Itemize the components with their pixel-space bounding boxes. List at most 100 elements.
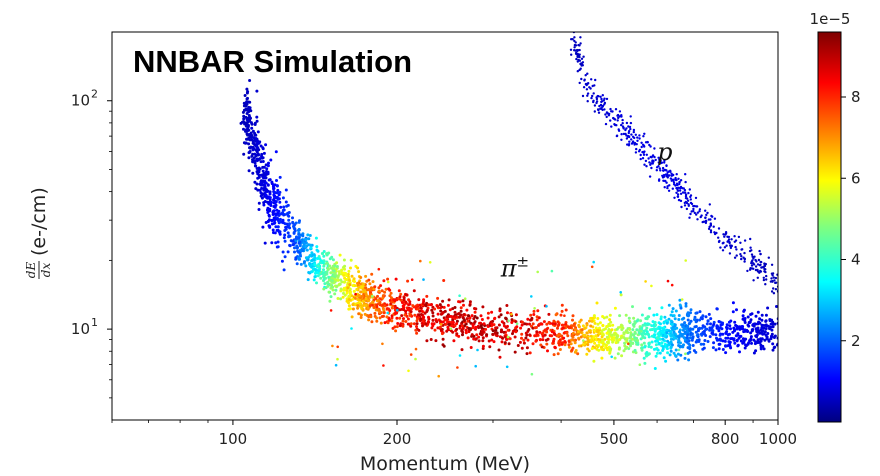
- data-point: [446, 303, 450, 307]
- data-point: [308, 264, 312, 268]
- data-point: [537, 316, 541, 320]
- data-point: [401, 319, 405, 323]
- data-point: [615, 338, 619, 342]
- data-point: [256, 172, 260, 176]
- data-point: [446, 315, 450, 319]
- data-point: [265, 170, 268, 173]
- data-point: [330, 255, 334, 259]
- data-point: [650, 334, 654, 338]
- data-point: [607, 114, 611, 117]
- data-point: [717, 338, 721, 342]
- data-point: [678, 180, 681, 184]
- data-point: [532, 313, 536, 316]
- data-point: [278, 217, 282, 221]
- data-point: [754, 265, 758, 268]
- data-point: [467, 326, 471, 330]
- data-point: [552, 339, 555, 343]
- data-point: [541, 338, 545, 342]
- data-point: [661, 347, 665, 351]
- data-point: [655, 313, 659, 317]
- data-point: [264, 163, 268, 167]
- data-point: [693, 318, 696, 321]
- data-point: [731, 301, 735, 305]
- data-point: [619, 336, 623, 340]
- data-point: [540, 322, 544, 326]
- data-point: [272, 186, 276, 190]
- data-point: [373, 311, 377, 315]
- data-point: [455, 319, 459, 323]
- data-point: [641, 150, 644, 154]
- data-point: [750, 341, 753, 345]
- data-point: [676, 188, 679, 191]
- data-point: [457, 312, 461, 315]
- data-point: [329, 295, 333, 299]
- data-point: [264, 143, 268, 147]
- data-point: [315, 281, 318, 285]
- data-point: [336, 345, 340, 349]
- data-point: [414, 347, 418, 351]
- data-point: [382, 364, 385, 367]
- data-point: [771, 320, 775, 324]
- data-point: [650, 166, 653, 170]
- data-point: [460, 348, 464, 352]
- data-point: [749, 318, 753, 322]
- data-point: [625, 137, 629, 140]
- data-point: [431, 314, 435, 318]
- data-point: [588, 86, 591, 89]
- colorbar-tick-label: 2: [851, 332, 861, 350]
- data-point: [352, 277, 356, 281]
- data-point: [431, 305, 435, 309]
- data-point: [715, 231, 718, 235]
- data-point: [486, 325, 490, 328]
- data-point: [668, 184, 671, 187]
- data-point: [657, 161, 660, 164]
- data-point: [369, 315, 373, 319]
- data-point: [755, 333, 759, 337]
- data-point: [671, 307, 675, 311]
- data-point: [464, 328, 468, 332]
- data-point: [759, 252, 762, 256]
- data-point: [738, 327, 742, 331]
- data-point: [616, 352, 620, 356]
- data-point: [313, 256, 317, 260]
- data-point: [266, 183, 270, 187]
- data-point: [370, 320, 374, 324]
- data-point: [625, 337, 629, 341]
- data-point: [696, 218, 699, 221]
- data-point: [451, 330, 455, 334]
- data-point: [767, 324, 770, 328]
- data-point: [592, 99, 595, 103]
- data-point: [474, 364, 478, 368]
- data-point: [752, 324, 756, 328]
- data-point: [247, 156, 251, 160]
- data-point: [398, 295, 402, 299]
- data-point: [607, 328, 611, 331]
- data-point: [651, 162, 654, 165]
- data-point: [683, 188, 687, 192]
- data-point: [600, 97, 603, 101]
- data-point: [381, 342, 384, 346]
- data-point: [712, 341, 716, 345]
- data-point: [386, 321, 390, 325]
- data-point: [758, 317, 762, 321]
- x-tick-label: 200: [383, 430, 412, 448]
- data-point: [463, 318, 466, 322]
- data-point: [614, 341, 618, 345]
- data-point: [728, 252, 732, 255]
- data-point: [295, 246, 299, 250]
- data-point: [272, 183, 276, 187]
- data-point: [275, 245, 279, 249]
- data-point: [661, 345, 665, 349]
- data-point: [647, 342, 651, 345]
- data-point: [499, 313, 503, 317]
- data-point: [356, 266, 360, 270]
- data-point: [613, 306, 617, 310]
- data-point: [251, 171, 255, 175]
- data-point: [659, 161, 663, 165]
- data-point: [580, 77, 583, 81]
- data-point: [476, 324, 480, 328]
- data-point: [475, 316, 479, 320]
- data-point: [320, 252, 324, 255]
- data-point: [601, 94, 604, 97]
- data-point: [407, 298, 411, 302]
